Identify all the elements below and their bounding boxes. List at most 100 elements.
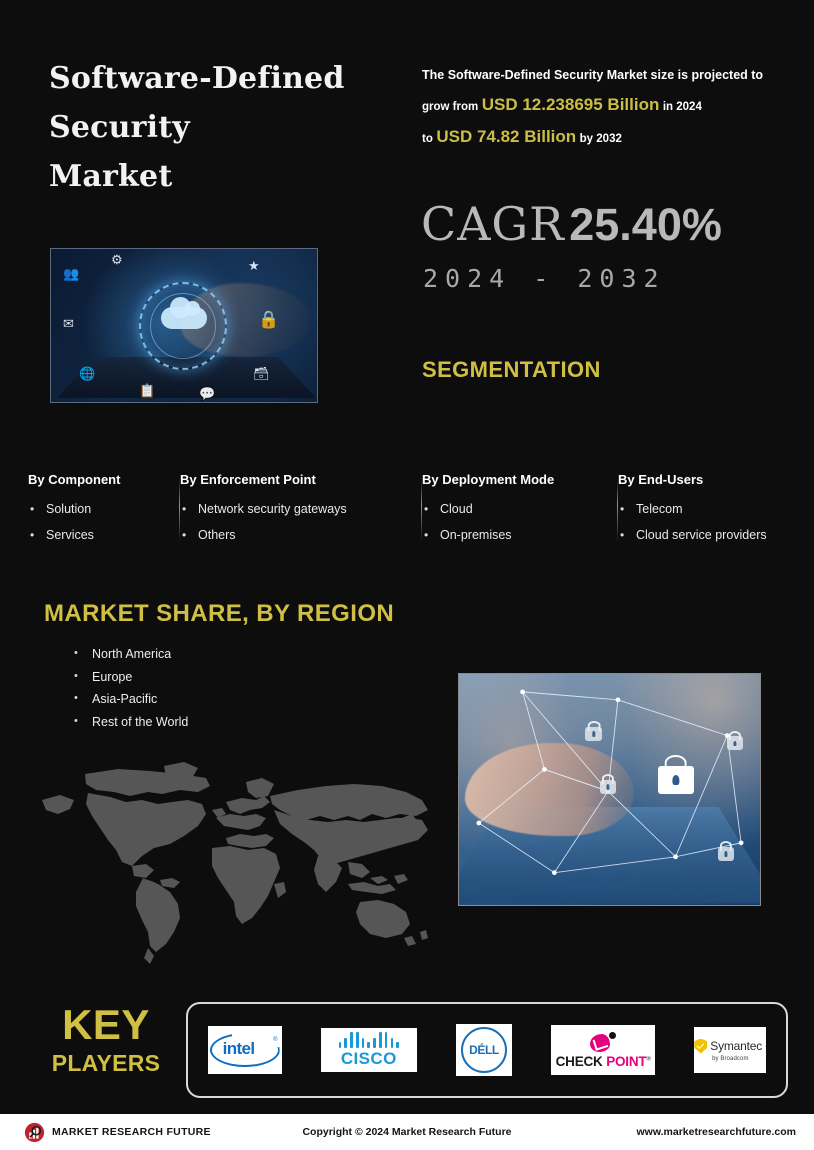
- region-list: North America Europe Asia-Pacific Rest o…: [70, 642, 188, 734]
- list-item: Others: [180, 522, 408, 548]
- key-players-logo-box: intel ® CISCO DÉLL: [186, 1002, 788, 1098]
- segment-list: Telecom Cloud service providers: [618, 496, 774, 548]
- registered-mark: .: [765, 1043, 767, 1049]
- cagr-value: 25.40%: [569, 199, 722, 250]
- segmentation-heading: SEGMENTATION: [422, 357, 601, 382]
- point-word: POINT: [606, 1053, 647, 1069]
- market-share-heading: MARKET SHARE, BY REGION: [44, 600, 395, 627]
- check-point-blob: [590, 1033, 611, 1052]
- footer: MARKET RESEARCH FUTURE Copyright © 2024 …: [0, 1114, 814, 1150]
- brand-logo: MARKET RESEARCH FUTURE: [24, 1122, 211, 1143]
- padlock-icon: [585, 727, 603, 741]
- website-link[interactable]: www.marketresearchfuture.com: [636, 1126, 796, 1138]
- value-2032: USD 74.82 Billion: [436, 127, 577, 146]
- logo-check-point: CHECK POINT®: [551, 1025, 656, 1075]
- badge-icon: ★: [248, 258, 260, 273]
- cloud-security-hero-image: 👥 ⚙ ★ ✉ 🔒 🌐 📋 💬 🗃: [50, 248, 318, 403]
- list-item: Telecom: [618, 496, 774, 522]
- dell-wordmark: DÉLL: [469, 1043, 499, 1057]
- segmentation-column-enforcement-point: By Enforcement Point Network security ga…: [180, 472, 422, 548]
- list-item: Cloud service providers: [618, 522, 774, 548]
- check-word: CHECK: [555, 1053, 603, 1069]
- segmentation-column-end-users: By End-Users Telecom Cloud service provi…: [618, 472, 788, 548]
- list-item: North America: [70, 642, 188, 666]
- padlock-icon: [600, 780, 617, 795]
- check-point-wordmark: CHECK POINT®: [556, 1054, 651, 1069]
- brand-name: MARKET RESEARCH FUTURE: [52, 1126, 211, 1138]
- logo-cisco: CISCO: [320, 1028, 417, 1072]
- dell-circle-icon: DÉLL: [460, 1027, 507, 1073]
- cloud-icon: [161, 297, 207, 329]
- segment-list: Network security gateways Others: [180, 496, 408, 548]
- list-item: Solution: [28, 496, 166, 522]
- segment-list: Solution Services: [28, 496, 166, 548]
- padlock-icon: [717, 847, 734, 862]
- cagr-period: 2024 - 2032: [423, 264, 666, 293]
- segmentation-column-component: By Component Solution Services: [28, 472, 180, 548]
- world-map: [30, 752, 442, 970]
- logo-symantec: Symantec. by Broadcom: [694, 1027, 767, 1073]
- chat-icon: 💬: [199, 386, 216, 401]
- segmentation-columns: By Component Solution Services By Enforc…: [28, 472, 788, 548]
- cagr-label: CAGR: [421, 197, 565, 251]
- footer-divider: [0, 1106, 814, 1114]
- segment-title: By End-Users: [618, 472, 704, 487]
- grow-from-label: grow from: [422, 101, 479, 113]
- title-line-3: Market: [49, 159, 173, 194]
- key-players-label: KEY PLAYERS: [36, 1002, 176, 1078]
- market-size-blurb: The Software-Defined Security Market siz…: [422, 60, 792, 154]
- title-line-2: Security: [49, 110, 190, 145]
- value-2024: USD 12.238695 Billion: [481, 95, 660, 114]
- segmentation-column-deployment-mode: By Deployment Mode Cloud On-premises: [422, 472, 618, 548]
- users-icon: 👥: [63, 266, 80, 281]
- shield-check-icon: [694, 1038, 708, 1054]
- logo-intel: intel ®: [207, 1026, 282, 1074]
- key-label: KEY: [62, 1001, 150, 1048]
- list-item: Asia-Pacific: [70, 687, 188, 711]
- registered-mark: ®: [646, 1056, 651, 1062]
- symantec-mark: Symantec.: [694, 1038, 767, 1054]
- lock-icon: 🔒: [258, 310, 280, 329]
- globe-search-icon: 🌐: [79, 366, 96, 381]
- in-2024-label: in 2024: [662, 101, 702, 113]
- hero-ring: [139, 282, 227, 370]
- list-item: Europe: [70, 665, 188, 689]
- intel-wordmark: intel: [222, 1039, 256, 1058]
- list-item: Cloud: [422, 496, 604, 522]
- cisco-mark: CISCO: [338, 1031, 399, 1069]
- padlock-icon: [726, 736, 743, 751]
- cisco-wordmark: CISCO: [340, 1048, 397, 1068]
- envelope-icon: ✉: [63, 316, 74, 331]
- players-label: PLAYERS: [51, 1050, 161, 1076]
- list-item: Services: [28, 522, 166, 548]
- blurb-line-1: The Software-Defined Security Market siz…: [422, 68, 764, 82]
- cagr-block: CAGR 25.40%: [421, 197, 722, 251]
- by-2032-label: by 2032: [579, 133, 622, 145]
- intel-mark: intel ®: [209, 1033, 280, 1067]
- list-item: Network security gateways: [180, 496, 408, 522]
- symantec-wordmark: Symantec: [710, 1039, 763, 1053]
- check-point-dot: [609, 1031, 617, 1039]
- server-icon: 🗃: [253, 366, 270, 381]
- padlock-icon: [657, 766, 694, 795]
- check-point-icon: [590, 1031, 617, 1052]
- logo-dell: DÉLL: [455, 1024, 512, 1076]
- laptop-padlock-network-image: [458, 673, 761, 906]
- gears-icon: ⚙: [111, 252, 123, 267]
- segment-title: By Deployment Mode: [422, 472, 555, 487]
- cisco-bars-icon: [338, 1031, 399, 1048]
- copyright-text: Copyright © 2024 Market Research Future: [302, 1126, 512, 1138]
- market-research-future-icon: [24, 1122, 45, 1143]
- to-label: to: [422, 133, 433, 145]
- list-item: On-premises: [422, 522, 604, 548]
- title-line-1: Software-Defined: [49, 61, 345, 96]
- registered-mark: ®: [273, 1037, 278, 1043]
- segment-title: By Component: [28, 472, 121, 487]
- document-icon: 📋: [139, 383, 156, 398]
- page-title: Software-Defined Security Market: [49, 54, 409, 201]
- list-item: Rest of the World: [70, 710, 188, 734]
- segment-list: Cloud On-premises: [422, 496, 604, 548]
- segment-title: By Enforcement Point: [180, 472, 316, 487]
- symantec-subtitle: by Broadcom: [712, 1055, 749, 1062]
